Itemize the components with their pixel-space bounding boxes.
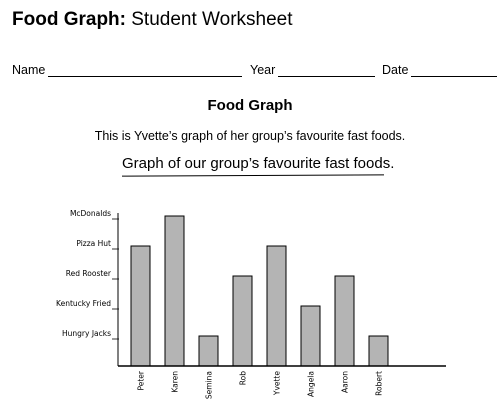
year-field[interactable]: Year <box>250 63 375 77</box>
year-line[interactable] <box>278 76 375 77</box>
y-tick-label: McDonalds <box>70 209 111 218</box>
bar <box>334 275 355 367</box>
x-tick-label: Karen <box>171 371 180 393</box>
chart-title-underline <box>121 174 385 177</box>
x-axis: Peter Karen Semina Rob Yvette Angela Aaron Robe… <box>118 365 446 399</box>
y-tick-label: Kentucky Fried <box>56 299 111 308</box>
x-tick-label: Yvette <box>273 371 282 397</box>
bar <box>232 275 253 367</box>
x-tick-label: Aaron <box>341 371 350 393</box>
date-label: Date <box>382 63 409 77</box>
section-intro: This is Yvette’s graph of her group’s fa… <box>94 129 406 143</box>
year-label: Year <box>250 63 276 77</box>
bar <box>266 245 287 367</box>
food-bar-chart: Hungry Jacks Kentucky Fried Red Rooster Piz… <box>56 209 446 399</box>
bar <box>300 305 321 367</box>
y-tick-label: Pizza Hut <box>76 239 111 248</box>
worksheet-title: Food Graph: Student Worksheet <box>12 9 293 31</box>
date-field[interactable]: Date <box>382 63 497 77</box>
x-tick-label: Rob <box>239 371 248 385</box>
y-tick-label: Hungry Jacks <box>62 329 111 338</box>
section-heading: Food Graph <box>207 97 293 114</box>
x-tick-label: Semina <box>205 371 214 399</box>
bar <box>368 335 389 367</box>
bar <box>198 335 219 367</box>
bars <box>130 215 389 367</box>
bar <box>164 215 185 367</box>
y-tick-label: Red Rooster <box>66 269 112 278</box>
student-details-row: Name Year Date <box>12 63 498 79</box>
x-tick-label: Angela <box>307 371 316 397</box>
name-field[interactable]: Name <box>12 63 242 77</box>
chart-title: Graph of our group’s favourite fast food… <box>122 155 395 172</box>
date-line[interactable] <box>411 76 497 77</box>
name-label: Name <box>12 63 46 77</box>
y-axis: Hungry Jacks Kentucky Fried Red Rooster Piz… <box>56 209 119 366</box>
bar <box>130 245 151 367</box>
x-tick-label: Peter <box>137 370 146 390</box>
worksheet-title-bold: Food Graph: <box>12 9 126 30</box>
name-line[interactable] <box>48 76 242 77</box>
x-tick-label: Robert <box>375 371 384 396</box>
worksheet-title-rest: Student Worksheet <box>125 9 293 30</box>
